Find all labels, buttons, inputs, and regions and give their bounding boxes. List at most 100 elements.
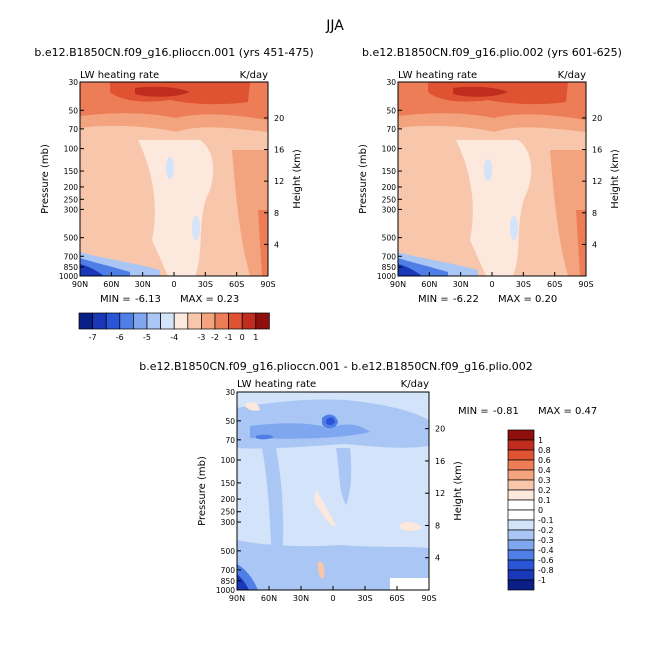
y-tick-label: 300 — [221, 518, 236, 527]
y-right-tick-label: 16 — [274, 146, 284, 155]
colorbar-swatch — [146, 312, 161, 330]
panel-b-right-label: K/day — [558, 70, 586, 81]
colorbar-swatch — [507, 479, 535, 491]
x-tick-label: 60N — [103, 280, 119, 289]
colorbar-label: -1 — [225, 333, 233, 342]
panel-a-plot — [80, 82, 268, 276]
y-tick-label: 500 — [382, 234, 397, 243]
panel-c: b.e12.B1850CN.f09_g16.plioccn.001 - b.e1… — [139, 360, 597, 603]
y-tick-label: 850 — [382, 263, 397, 272]
x-tick-label: 90N — [72, 280, 88, 289]
panel-b-sh-mid-strip — [550, 150, 586, 276]
y-tick-label: 500 — [221, 547, 236, 556]
y-tick-label: 150 — [382, 167, 397, 176]
panel-c-title: b.e12.B1850CN.f09_g16.plioccn.001 - b.e1… — [139, 360, 533, 373]
panel-a-blue-patch-lower — [192, 216, 200, 240]
panel-a: b.e12.B1850CN.f09_g16.plioccn.001 (yrs 4… — [34, 46, 313, 305]
panel-b: b.e12.B1850CN.f09_g16.plio.002 (yrs 601-… — [358, 46, 622, 305]
panel-c-level-neg-02-column — [262, 448, 284, 560]
x-tick-label: 90S — [421, 594, 436, 603]
y-tick-label: 1000 — [377, 272, 396, 281]
panel-c-max-label: MAX = — [538, 406, 572, 417]
panel-b-axes: 90N 60N 30N 0 30S 60S 90S100085070050030025020… — [358, 78, 621, 289]
y-tick-label: 30 — [68, 78, 78, 87]
colorbar-label: -0.6 — [538, 556, 554, 565]
y-tick-label: 850 — [221, 577, 236, 586]
panel-a-sh-mid-strip — [232, 150, 268, 276]
colorbar-swatch — [201, 312, 216, 330]
y-tick-label: 200 — [221, 495, 236, 504]
panel-b-left-label: LW heating rate — [398, 70, 477, 81]
colorbar-label: -3 — [197, 333, 205, 342]
panel-c-positive-anomaly-4 — [317, 561, 325, 579]
y-tick-label: 700 — [221, 566, 236, 575]
colorbar-label: -0.3 — [538, 536, 554, 545]
panel-b-min-value: -6.22 — [453, 294, 479, 305]
y-axis-title: Pressure (mb) — [40, 144, 51, 214]
y-tick-label: 700 — [64, 252, 79, 261]
panel-b-sh-strong-strip — [576, 210, 586, 276]
y-tick-label: 30 — [225, 388, 235, 397]
y-axis-title: Pressure (mb) — [197, 456, 208, 526]
y-tick-label: 70 — [225, 436, 235, 445]
x-tick-label: 90N — [390, 280, 406, 289]
y-tick-label: 200 — [64, 183, 79, 192]
y-tick-label: 100 — [221, 456, 236, 465]
panel-a-surface-cooling-3 — [80, 264, 104, 276]
colorbar-swatch — [507, 529, 535, 541]
panel-a-left-label: LW heating rate — [80, 70, 159, 81]
colorbar-label: -0.8 — [538, 566, 554, 575]
x-tick-label: 30N — [453, 280, 469, 289]
panel-b-title: b.e12.B1850CN.f09_g16.plio.002 (yrs 601-… — [362, 46, 622, 59]
y-right-tick-label: 4 — [435, 554, 440, 563]
y-right-tick-label: 8 — [274, 209, 279, 218]
panel-a-sh-strong-strip — [258, 210, 268, 276]
colorbar-label: -6 — [116, 333, 124, 342]
colorbar-swatch — [507, 499, 535, 511]
y-right-tick-label: 16 — [592, 146, 602, 155]
panel-c-positive-anomaly-3 — [245, 402, 260, 411]
colorbar-label: -0.2 — [538, 526, 554, 535]
panel-c-positive-anomaly-1 — [314, 490, 336, 527]
y-tick-label: 500 — [64, 234, 79, 243]
panel-b-max-value: 0.20 — [535, 294, 557, 305]
panel-b-blue-patch-lower — [510, 216, 518, 240]
x-tick-label: 30S — [357, 594, 372, 603]
colorbar-label: 0.8 — [538, 446, 551, 455]
colorbar-swatch — [507, 559, 535, 571]
colorbar-swatch — [507, 509, 535, 521]
y-tick-label: 70 — [68, 125, 78, 134]
y-tick-label: 250 — [64, 195, 79, 204]
colorbar-label: -7 — [89, 333, 97, 342]
x-tick-label: 60S — [229, 280, 244, 289]
x-tick-label: 60N — [421, 280, 437, 289]
panel-a-level-light — [138, 140, 214, 276]
y-right-tick-label: 16 — [435, 457, 445, 466]
x-tick-label: 90N — [229, 594, 245, 603]
colorbar-label: 0.3 — [538, 476, 551, 485]
panel-b-plot — [398, 82, 586, 276]
y-tick-label: 250 — [221, 508, 236, 517]
y-tick-label: 200 — [382, 183, 397, 192]
x-tick-label: 30S — [516, 280, 531, 289]
panel-c-surface-cooling-2 — [237, 574, 249, 590]
y-tick-label: 1000 — [216, 586, 235, 595]
y-tick-label: 300 — [382, 205, 397, 214]
panel-c-level-neg-08-core — [326, 417, 335, 426]
colorbar-label: -1 — [538, 576, 546, 585]
colorbar-label: 0 — [538, 506, 543, 515]
x-tick-label: 30S — [198, 280, 213, 289]
x-tick-label: 60S — [389, 594, 404, 603]
y-tick-label: 150 — [64, 167, 79, 176]
colorbar-swatch — [507, 429, 535, 441]
figure-title: JJA — [325, 18, 344, 34]
y-right-tick-label: 4 — [274, 240, 279, 249]
panel-c-plot — [237, 392, 429, 590]
panel-a-title: b.e12.B1850CN.f09_g16.plioccn.001 (yrs 4… — [34, 46, 313, 59]
panel-c-min-label: MIN = — [458, 406, 489, 417]
panel-c-max-value: 0.47 — [575, 406, 597, 417]
colorbar-swatch — [160, 312, 175, 330]
y-tick-label: 50 — [225, 417, 235, 426]
y-right-tick-label: 20 — [274, 114, 284, 123]
panel-a-right-label: K/day — [240, 70, 268, 81]
